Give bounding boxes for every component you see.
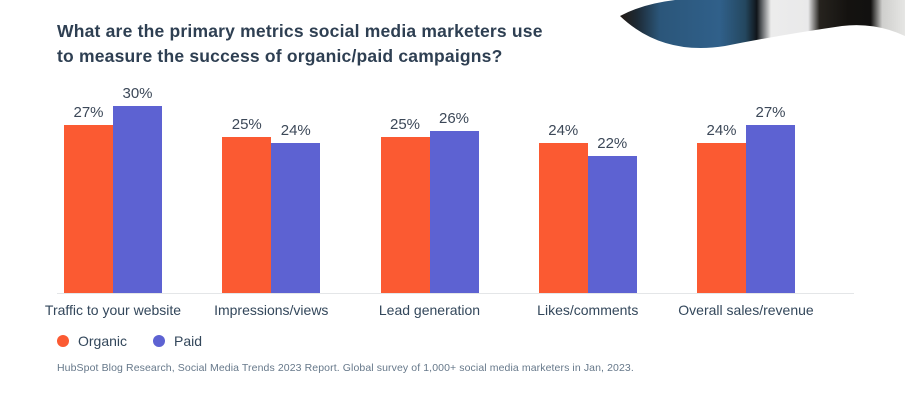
category-label: Traffic to your website <box>44 302 182 318</box>
bar-value-label: 27% <box>73 104 104 121</box>
bar-group: 25% 26% Lead generation <box>379 63 480 318</box>
bar-value-label: 22% <box>597 135 628 152</box>
bar-value-label: 24% <box>280 122 311 139</box>
legend-label-organic: Organic <box>78 333 128 349</box>
bar-group: 24% 27% Overall sales/revenue <box>678 63 813 318</box>
bar-rect-organic <box>380 137 430 293</box>
bar-value-label: 26% <box>438 110 470 127</box>
bar-value-label: 24% <box>548 122 579 139</box>
chart-title: What are the primary metrics social medi… <box>57 19 543 69</box>
legend-item-paid: Paid <box>153 333 202 349</box>
bar-rect-organic <box>222 137 272 293</box>
bar-group: 27% 30% Traffic to your website <box>45 63 181 318</box>
bar-paid: 26% <box>429 110 479 293</box>
source-note: HubSpot Blog Research, Social Media Tren… <box>57 362 634 374</box>
bar-value-label: 24% <box>706 122 737 139</box>
x-axis-line <box>57 293 854 294</box>
bar-rect-organic <box>697 143 746 293</box>
category-label: Overall sales/revenue <box>678 302 814 318</box>
bar-organic: 27% <box>64 104 113 293</box>
legend-label-paid: Paid <box>174 333 203 349</box>
bar-rect-organic <box>538 143 588 293</box>
chart-title-line2: to measure the success of organic/paid c… <box>57 45 503 66</box>
bar-group: 24% 22% Likes/comments <box>537 63 638 318</box>
organic-dot-icon <box>57 335 69 347</box>
bar-paid: 22% <box>587 135 637 293</box>
bar-group: 25% 24% Impressions/views <box>214 63 328 318</box>
bar-value-label: 25% <box>231 116 262 133</box>
bar-organic: 24% <box>697 122 746 293</box>
bar-paid: 24% <box>271 122 321 293</box>
chart-title-line1: What are the primary metrics social medi… <box>57 21 543 41</box>
bar-organic: 25% <box>222 116 272 293</box>
bar-organic: 25% <box>380 116 430 293</box>
category-label: Likes/comments <box>537 302 639 318</box>
bar-chart: 27% 30% Traffic to your website 25% 24% Impre… <box>45 63 814 318</box>
bar-paid: 27% <box>746 104 795 293</box>
bar-rect-paid <box>429 131 479 293</box>
bar-rect-paid <box>271 143 321 293</box>
category-label: Impressions/views <box>214 302 329 318</box>
paid-dot-icon <box>153 335 166 347</box>
chart-legend: Organic Paid <box>57 333 202 349</box>
bar-value-label: 25% <box>389 116 421 133</box>
decorative-photo <box>620 0 905 48</box>
bar-rect-paid <box>587 156 637 293</box>
bar-organic: 24% <box>538 122 588 293</box>
bar-value-label: 30% <box>122 85 153 102</box>
legend-item-organic: Organic <box>57 333 127 349</box>
bar-paid: 30% <box>113 85 162 293</box>
bar-rect-paid <box>113 106 162 293</box>
category-label: Lead generation <box>378 302 481 318</box>
bar-rect-organic <box>64 125 113 293</box>
bar-value-label: 27% <box>755 104 786 121</box>
bar-rect-paid <box>746 125 795 293</box>
